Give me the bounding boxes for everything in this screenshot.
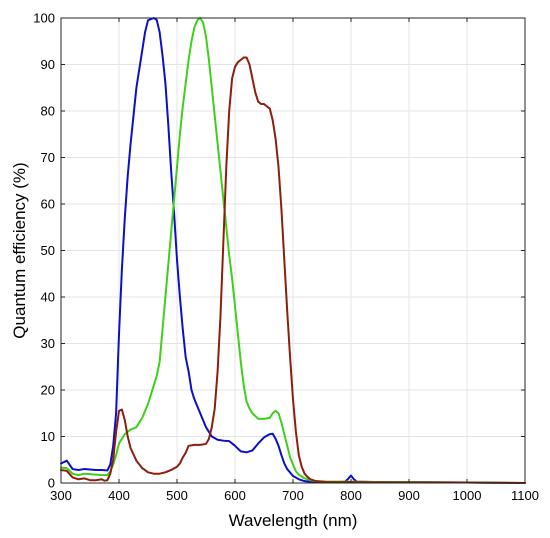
axis-ticks — [60, 17, 526, 484]
y-tick-label: 60 — [41, 197, 55, 212]
x-tick-label: 400 — [108, 488, 130, 503]
y-tick-label: 10 — [41, 429, 55, 444]
series-line-3 — [60, 56, 526, 484]
y-tick-label: 70 — [41, 150, 55, 165]
axis-tick-labels: 300 400 500 600 700 800 900 1000 1100 0 10 20 30 40 50… — [33, 11, 539, 504]
x-tick-label: 500 — [166, 488, 188, 503]
x-axis-title: Wavelength (nm) — [229, 511, 358, 530]
y-tick-label: 100 — [33, 11, 55, 26]
y-tick-label: 20 — [41, 383, 55, 398]
y-tick-label: 0 — [48, 476, 55, 491]
series-line-1 — [60, 17, 526, 484]
x-tick-label: 300 — [50, 488, 72, 503]
grid-lines — [60, 17, 526, 484]
series-line-2 — [60, 17, 526, 484]
x-tick-label: 1000 — [453, 488, 482, 503]
y-tick-label: 80 — [41, 104, 55, 119]
x-tick-label: 900 — [398, 488, 420, 503]
x-tick-label: 700 — [282, 488, 304, 503]
x-tick-label: 800 — [340, 488, 362, 503]
x-tick-label: 600 — [224, 488, 246, 503]
y-axis-title: Quantum efficiency (%) — [10, 162, 29, 338]
y-tick-label: 90 — [41, 57, 55, 72]
y-tick-label: 30 — [41, 336, 55, 351]
y-tick-label: 50 — [41, 243, 55, 258]
x-tick-label: 1100 — [511, 488, 539, 503]
y-tick-label: 40 — [41, 290, 55, 305]
data-series — [60, 17, 526, 484]
